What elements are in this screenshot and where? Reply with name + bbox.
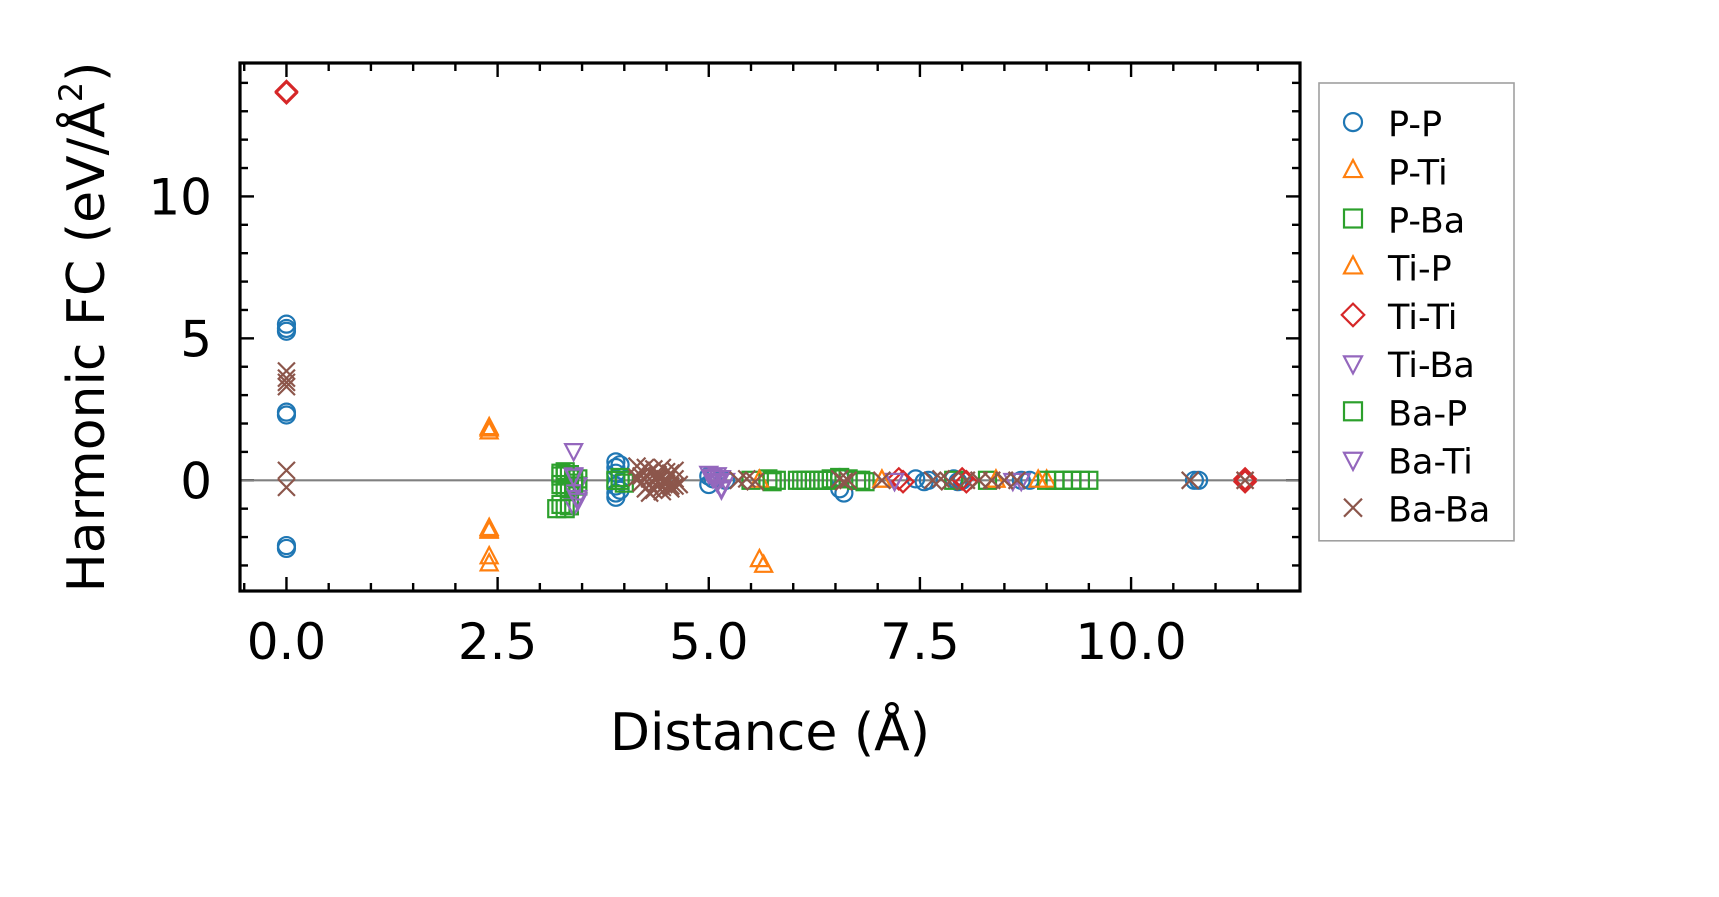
data-point <box>276 405 297 425</box>
data-point <box>563 468 584 489</box>
data-point <box>851 470 871 490</box>
series-p-p <box>276 314 1255 559</box>
data-point <box>277 377 296 396</box>
legend-entry-label: Ba-Ba <box>1388 491 1490 531</box>
plot-frame <box>238 61 1302 593</box>
data-point <box>274 79 299 104</box>
data-point <box>855 472 875 492</box>
x-tick-label: 0.0 <box>247 613 327 671</box>
legend-marker <box>1342 355 1364 376</box>
data-point <box>610 470 630 490</box>
x-tick-label: 5.0 <box>669 613 749 671</box>
legend: P-P P-Ti P-Ba Ti-P Ti-Ti Ti-Ba Ba-P Ba-Ti Ba-Ba <box>1318 82 1515 542</box>
data-point <box>563 443 584 463</box>
legend-marker <box>1343 497 1363 518</box>
data-point <box>1232 466 1258 492</box>
data-point <box>954 469 979 494</box>
y-axis-label-main: Harmonic FC (eV/Å <box>55 102 117 593</box>
data-point <box>606 452 626 472</box>
data-point <box>277 368 296 388</box>
minor-ticks <box>240 63 1302 591</box>
legend-entry-label: P-Ba <box>1388 202 1465 242</box>
y-axis-label: Harmonic FC (eV/Å2) <box>52 62 117 593</box>
data-point <box>274 80 299 105</box>
data-point <box>890 469 916 494</box>
data-point <box>277 461 296 480</box>
legend-entry-label: Ba-Ti <box>1388 443 1473 483</box>
major-ticks <box>240 63 1300 591</box>
series-ba-p <box>555 465 1082 519</box>
data-point <box>277 373 296 392</box>
data-point <box>555 499 575 519</box>
x-tick-label: 2.5 <box>458 613 538 671</box>
data-point <box>745 472 765 491</box>
data-point <box>838 471 858 490</box>
legend-marker <box>1342 401 1364 422</box>
data-point <box>478 544 500 565</box>
series-ti-ti <box>274 79 1258 494</box>
data-point <box>711 479 732 500</box>
data-point <box>567 492 589 513</box>
legend-box <box>1318 82 1515 542</box>
data-point <box>610 455 630 475</box>
x-tick-label: 7.5 <box>880 613 960 671</box>
data-point <box>478 517 500 538</box>
legend-marker <box>1340 302 1366 328</box>
legend-entry-label: P-P <box>1388 105 1442 145</box>
y-tick-label: 5 <box>180 310 212 368</box>
data-point <box>872 471 892 490</box>
series-ba-ba <box>277 361 1255 503</box>
x-tick-labels: 0.0 2.5 5.0 7.5 10.0 <box>247 613 1187 671</box>
legend-entry-label: Ti-Ti <box>1387 298 1457 338</box>
data-point <box>985 468 1007 488</box>
data-point <box>277 478 296 497</box>
data-point <box>1180 471 1200 490</box>
data-point <box>762 470 782 490</box>
x-axis-label: Distance (Å) <box>610 701 930 763</box>
y-axis-label-end: ) <box>57 62 117 82</box>
data-point <box>1010 472 1032 493</box>
data-point <box>702 468 724 489</box>
data-point <box>1027 468 1049 488</box>
legend-marker <box>1342 157 1364 179</box>
legend-marker <box>1342 111 1364 133</box>
series-ba-ti <box>563 468 905 513</box>
legend-entry-label: P-Ti <box>1388 153 1448 193</box>
x-tick-label: 10.0 <box>1075 613 1186 671</box>
data-points <box>274 79 1258 573</box>
data-point <box>871 468 893 488</box>
y-tick-labels: 0 5 10 <box>148 168 212 510</box>
data-point <box>610 480 630 500</box>
data-point <box>276 321 297 341</box>
y-tick-label: 0 <box>180 452 212 510</box>
data-point <box>276 538 297 559</box>
data-point <box>918 470 938 490</box>
legend-marker <box>1342 253 1364 275</box>
legend-entry-label: Ti-Ba <box>1387 346 1475 386</box>
data-point <box>884 472 905 493</box>
legend-entry-label: Ba-P <box>1388 394 1467 434</box>
data-point <box>661 476 681 496</box>
data-point <box>906 469 926 489</box>
data-point <box>1007 471 1027 490</box>
y-axis-label-superscript: 2 <box>52 82 90 102</box>
data-point <box>940 472 959 491</box>
data-point <box>834 472 854 491</box>
data-point <box>1235 471 1255 490</box>
data-point <box>817 470 837 490</box>
data-point <box>944 470 964 490</box>
legend-marker <box>1342 208 1364 229</box>
data-point <box>478 551 500 572</box>
y-tick-label: 10 <box>148 168 212 226</box>
data-point <box>478 415 500 436</box>
data-point <box>653 482 672 501</box>
data-point <box>478 419 500 440</box>
data-point <box>1062 470 1082 490</box>
data-point <box>753 553 774 573</box>
legend-marker <box>1342 451 1364 473</box>
data-point <box>1232 469 1258 494</box>
legend-entry-label: Ti-P <box>1387 250 1452 290</box>
